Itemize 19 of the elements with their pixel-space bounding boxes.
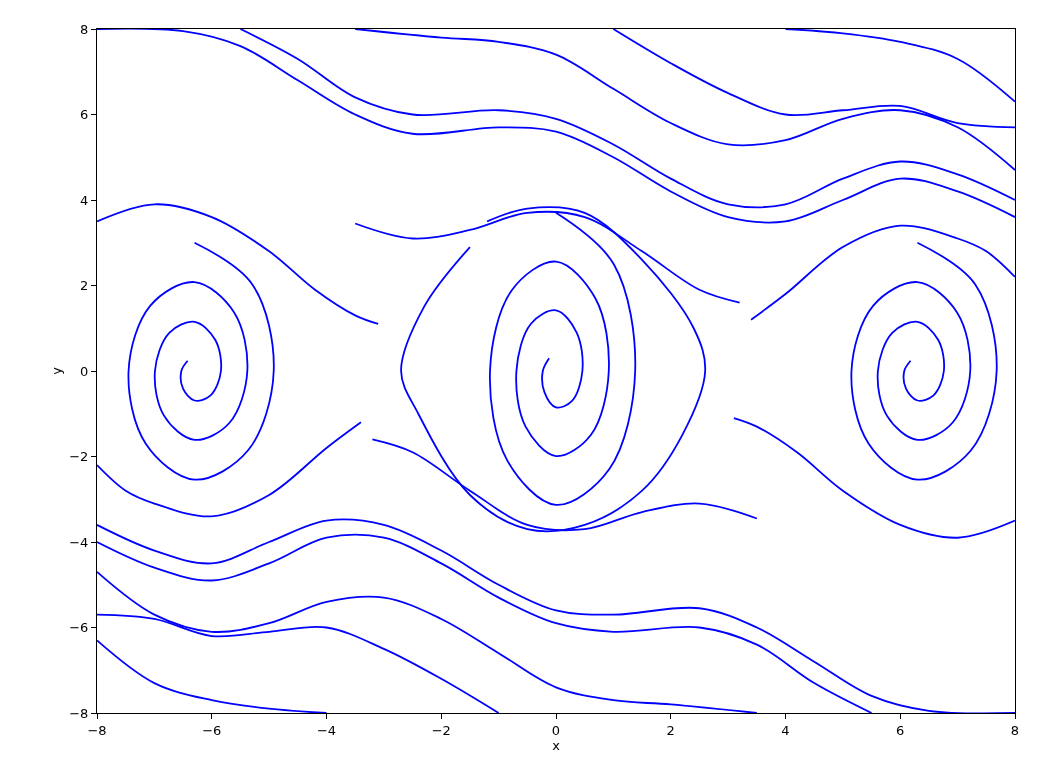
x-tick-label: 0 (551, 722, 561, 738)
x-axis-title: x (552, 738, 561, 754)
y-tick-label: −8 (69, 705, 89, 721)
y-tick-label: 2 (80, 278, 89, 294)
y-tick-label: −2 (69, 449, 89, 465)
x-tick-label: −2 (431, 722, 451, 738)
x-tick-label: −6 (202, 722, 222, 738)
x-tick-label: −4 (316, 722, 337, 738)
y-tick-label: 8 (80, 21, 89, 37)
y-tick-label: 6 (80, 107, 89, 123)
y-axis-title: y (49, 366, 65, 375)
x-tick-label: 6 (896, 722, 905, 738)
y-tick-label: −4 (69, 534, 89, 550)
x-tick-label: 4 (781, 722, 790, 738)
x-tick-label: 2 (666, 722, 675, 738)
y-tick-label: 0 (80, 363, 89, 379)
y-tick-label: −6 (69, 620, 89, 636)
x-tick-label: 8 (1010, 722, 1020, 738)
y-tick-label: 4 (80, 192, 89, 208)
